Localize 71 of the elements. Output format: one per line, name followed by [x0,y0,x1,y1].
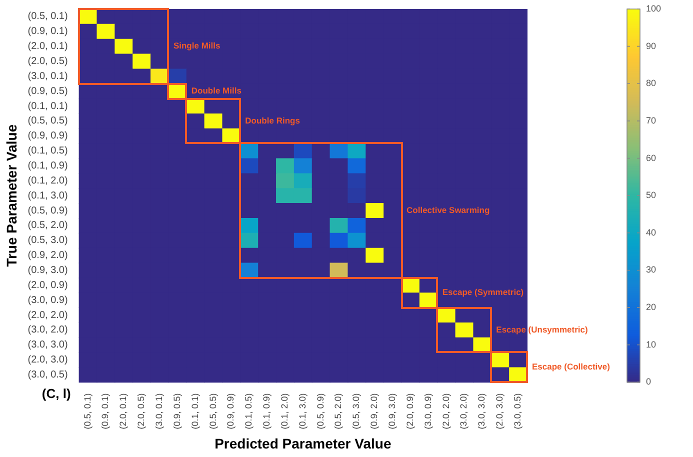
x-tick-label: (0.1, 2.0) [279,393,290,430]
color-bar-label: 80 [646,78,656,88]
x-tick-label: (3.0, 3.0) [476,393,487,430]
y-tick-label: (0.1, 0.9) [28,160,68,172]
y-tick-label: (0.9, 0.9) [28,130,68,142]
x-tick-label: (0.9, 3.0) [387,393,398,430]
y-tick-label: (0.1, 2.0) [28,175,68,186]
x-tick-label: (0.1, 0.5) [244,393,254,430]
x-tick-label: (3.0, 2.0) [458,393,469,430]
y-tick-label: (3.0, 0.1) [28,70,68,82]
y-tick-label: (2.0, 2.0) [28,310,68,321]
annotation: Double Rings [245,115,300,126]
color-bar-label: 40 [646,227,656,238]
x-tick-label: (3.0, 0.5) [512,393,523,430]
color-bar-label: 20 [646,302,656,312]
y-tick-label: (0.1, 0.1) [28,100,68,112]
x-tick-label: (0.9, 2.0) [369,393,380,430]
x-tick-label: (3.0, 0.1) [154,393,164,430]
y-tick-label: (2.0, 0.1) [28,41,68,52]
color-bar-label: 70 [646,115,656,126]
text: Escape (Collective) [532,362,610,372]
color-bar-label: 50 [646,190,656,200]
x-tick-label: (0.1, 0.9) [262,393,272,430]
color-bar-label: 60 [646,152,656,163]
color-bar-label: 10 [646,339,656,350]
x-axis-title: Predicted Parameter Value [214,435,392,452]
x-tick-label: (0.9, 0.1) [100,393,110,430]
x-tick-label: (0.5, 0.1) [82,393,92,430]
x-tick-label: (2.0, 0.9) [404,393,415,430]
y-tick-label: (3.0, 0.5) [28,369,68,380]
x-tick-label: (0.5, 0.5) [208,393,218,430]
color-bar-label: 100 [646,3,662,14]
x-tick-label: (0.1, 0.1) [190,393,200,430]
annotation: Escape (Unsymmetric) [496,324,588,334]
y-axis-title: True Parameter Value [3,124,20,267]
x-tick-label: (2.0, 0.5) [136,393,146,430]
y-tick-label: (2.0, 0.9) [28,280,68,291]
y-tick-label: (3.0, 3.0) [28,340,68,351]
x-tick-label: (0.5, 2.0) [333,393,344,430]
y-tick-label: (0.9, 0.1) [28,26,68,38]
x-tick-label: (3.0, 0.9) [422,393,433,430]
x-tick-label: (2.0, 3.0) [494,393,505,430]
x-tick-label: (0.9, 0.9) [226,393,236,430]
text: (C, l) [42,386,71,401]
y-tick-label: (0.1, 0.5) [28,146,68,157]
color-bar-label: 90 [646,40,656,51]
y-tick-label: (0.5, 2.0) [28,220,68,232]
color-bar-label: 0 [646,376,652,387]
y-tick-label: (2.0, 0.5) [28,56,68,67]
x-tick-label: (0.5, 0.9) [315,393,326,430]
y-tick-label: (2.0, 3.0) [28,354,68,366]
y-tick-label: (0.1, 3.0) [28,190,68,202]
x-tick-label: (0.1, 3.0) [297,393,308,430]
annotation: Collective Swarming [406,204,490,215]
x-tick-label: (0.9, 0.5) [172,393,182,430]
y-tick-label: (0.5, 0.5) [28,116,68,127]
y-tick-label: (0.5, 0.1) [28,11,68,22]
x-tick-label: (2.0, 2.0) [440,393,451,430]
x-tick-label: (2.0, 0.1) [118,393,128,430]
annotation: Escape (Symmetric) [442,286,524,297]
y-tick-label: (0.9, 0.5) [28,86,68,97]
y-tick-label: (0.9, 3.0) [28,264,68,276]
y-tick-label: (3.0, 2.0) [28,324,68,336]
y-tick-label: (0.5, 3.0) [28,235,68,246]
annotation: Double Mills [191,85,242,96]
color-bar-label: 30 [646,264,656,275]
x-tick-label: (0.5, 3.0) [351,393,362,430]
y-tick-label: (0.9, 2.0) [28,250,68,262]
y-tick-label: (0.5, 0.9) [28,205,68,216]
y-tick-label: (3.0, 0.9) [28,294,68,306]
annotation: Single Mills [173,40,220,51]
